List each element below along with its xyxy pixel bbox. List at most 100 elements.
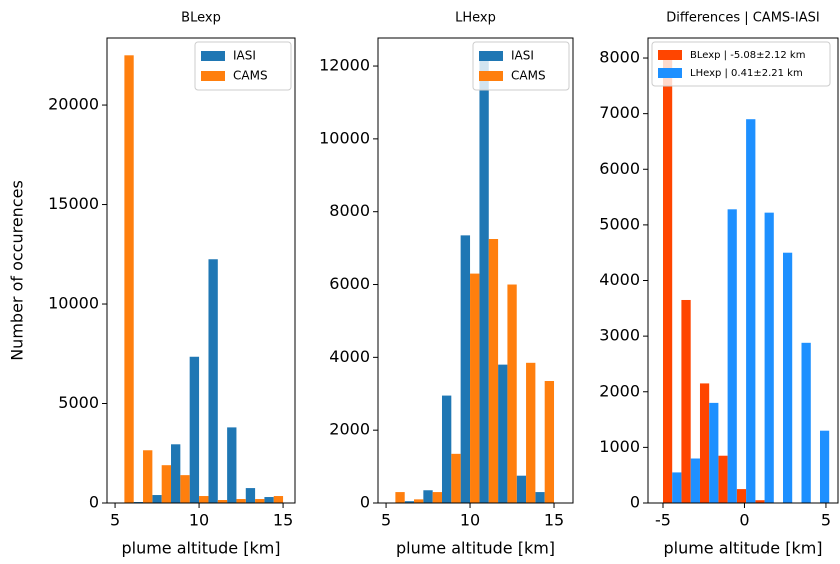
y-tick-label: 0 [360, 493, 370, 512]
bar [819, 430, 830, 503]
axes-frame [647, 37, 839, 504]
x-axis-label: plume altitude [km] [663, 539, 822, 558]
legend-swatch [479, 51, 503, 61]
axes-frame [106, 37, 296, 504]
bar [161, 465, 172, 503]
bar [690, 458, 700, 503]
x-tick-label: 10 [189, 511, 209, 530]
plot-area [395, 56, 555, 504]
bar [236, 499, 246, 503]
legend: IASI CAMS [194, 41, 292, 91]
bar [801, 342, 811, 503]
chart-title: LHexp [455, 11, 496, 26]
bar [245, 488, 256, 503]
y-tick-label: 15000 [48, 194, 99, 213]
y-tick-label: 10000 [48, 294, 99, 313]
bar [662, 55, 673, 503]
y-tick-label: 1000 [599, 437, 640, 456]
bar [470, 273, 480, 503]
bar [755, 500, 765, 503]
plot-area [662, 55, 830, 504]
x-tick-label: 0 [739, 511, 749, 530]
x-axis-label: plume altitude [km] [396, 539, 555, 558]
bar [171, 444, 181, 503]
bar [199, 496, 209, 503]
y-tick-label: 0 [630, 493, 640, 512]
bar [535, 492, 545, 503]
bar [507, 284, 517, 503]
y-tick-label: 5000 [599, 214, 640, 233]
bar [544, 381, 555, 503]
x-tick-label: 15 [273, 511, 293, 530]
legend-label: IASI [233, 49, 256, 63]
chart-title: Differences | CAMS-IASI [666, 11, 819, 26]
bar [451, 453, 461, 503]
bar [479, 56, 489, 504]
x-tick-label: -5 [655, 511, 671, 530]
bar [488, 239, 499, 503]
y-tick-label: 2000 [329, 420, 370, 439]
bar [143, 450, 153, 503]
bar [718, 455, 728, 503]
x-axis-label: plume altitude [km] [121, 539, 280, 558]
bar [727, 209, 737, 503]
y-tick-label: 4000 [599, 270, 640, 289]
y-tick-label: 4000 [329, 347, 370, 366]
legend-label: CAMS [233, 69, 268, 83]
legend-swatch [479, 71, 503, 81]
plot-area [124, 55, 284, 503]
bar [699, 383, 710, 503]
bar [227, 427, 237, 503]
legend-box [651, 41, 831, 87]
bar [681, 299, 691, 503]
chart-title: BLexp [181, 11, 221, 26]
bar [516, 475, 527, 503]
bar [124, 55, 134, 503]
bar [460, 235, 471, 503]
x-tick-label: 15 [544, 511, 564, 530]
bar [152, 495, 162, 503]
y-tick-label: 8000 [329, 201, 370, 220]
x-tick-label: 5 [821, 511, 831, 530]
bar [709, 402, 719, 503]
y-tick-label: 6000 [329, 274, 370, 293]
legend-swatch [658, 68, 682, 78]
legend-label: BLexp | -5.08±2.12 km [690, 50, 805, 61]
bar [217, 500, 228, 503]
x-tick-label: 5 [110, 511, 120, 530]
y-tick-label: 3000 [599, 326, 640, 345]
legend-swatch [658, 50, 682, 60]
bar [208, 259, 218, 503]
y-tick-label: 6000 [599, 159, 640, 178]
legend: BLexp | -5.08±2.12 km LHexp | 0.41±2.21 k… [651, 41, 831, 87]
y-tick-label: 7000 [599, 103, 640, 122]
bar [526, 362, 536, 503]
y-tick-label: 5000 [58, 393, 99, 412]
legend: IASI CAMS [472, 41, 570, 91]
y-tick-label: 8000 [599, 48, 640, 67]
y-axis-label: Number of occurences [8, 180, 27, 361]
bar [404, 501, 415, 503]
bar [264, 497, 274, 503]
bar [432, 492, 442, 503]
y-tick-label: 20000 [48, 95, 99, 114]
legend-label: CAMS [511, 69, 546, 83]
bar [736, 489, 747, 503]
bar [498, 364, 508, 503]
bar [189, 356, 200, 503]
bar [783, 252, 793, 503]
bar [672, 472, 682, 503]
bar [764, 212, 774, 503]
y-tick-label: 2000 [599, 381, 640, 400]
bar [414, 499, 424, 503]
bar [423, 490, 433, 503]
legend-label: LHexp | 0.41±2.21 km [690, 68, 803, 79]
y-tick-label: 12000 [319, 56, 370, 75]
legend-label: IASI [511, 49, 534, 63]
bar [441, 395, 452, 503]
y-tick-label: 0 [89, 493, 99, 512]
bar [746, 119, 756, 504]
x-tick-label: 10 [460, 511, 480, 530]
bar [273, 496, 284, 503]
